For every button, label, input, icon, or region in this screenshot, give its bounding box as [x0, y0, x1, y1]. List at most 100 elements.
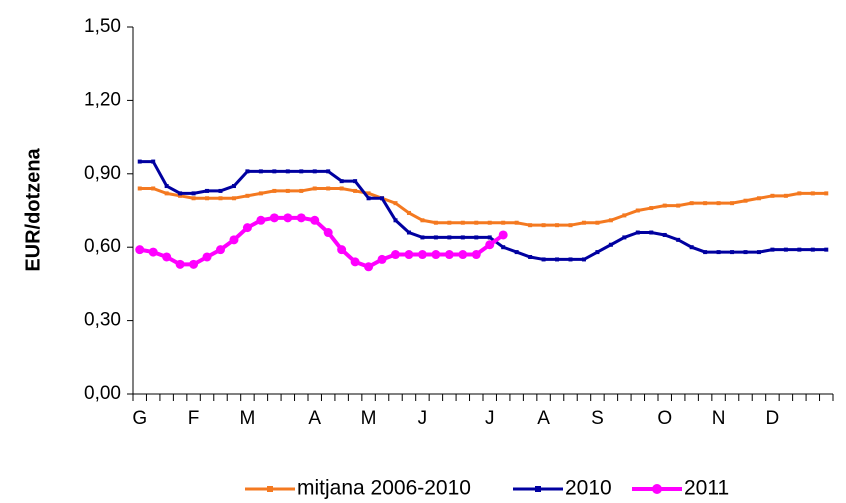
marker [541, 223, 546, 228]
marker [366, 191, 371, 196]
marker [622, 213, 627, 218]
y-tick-label: 0,30 [84, 310, 121, 331]
marker [676, 203, 681, 208]
marker [205, 188, 210, 193]
marker [649, 230, 654, 235]
marker [312, 169, 317, 174]
marker [514, 220, 519, 225]
marker [622, 235, 627, 240]
series-line [139, 160, 827, 261]
marker [272, 188, 277, 193]
marker [783, 247, 788, 252]
marker [339, 186, 344, 191]
x-tick-label: J [485, 408, 495, 429]
marker [433, 235, 438, 240]
marker [202, 252, 212, 262]
marker [404, 250, 414, 260]
x-tick-label: O [657, 408, 672, 429]
marker [458, 250, 468, 260]
marker [231, 184, 236, 189]
marker [323, 228, 333, 238]
marker [229, 235, 239, 245]
legend-marker [652, 484, 662, 494]
marker [487, 220, 492, 225]
x-tick-label: N [712, 408, 726, 429]
marker [568, 257, 573, 262]
x-tick-label: F [188, 408, 200, 429]
marker [501, 220, 506, 225]
marker [189, 259, 199, 269]
marker [337, 245, 347, 255]
marker [460, 235, 465, 240]
marker [269, 213, 279, 223]
marker [662, 203, 667, 208]
y-tick-label: 0,00 [84, 383, 121, 404]
marker [444, 250, 454, 260]
x-tick-label: M [240, 408, 256, 429]
marker [783, 193, 788, 198]
marker [581, 220, 586, 225]
marker [377, 254, 387, 264]
marker [431, 250, 441, 260]
marker [258, 169, 263, 174]
marker [310, 215, 320, 225]
y-tick-label: 0,60 [84, 236, 121, 257]
marker [608, 218, 613, 223]
y-tick-label: 0,90 [84, 163, 121, 184]
x-tick-label: S [591, 408, 604, 429]
legend-label: mitjana 2006-2010 [297, 477, 471, 500]
marker [649, 206, 654, 211]
marker [151, 159, 156, 164]
marker [218, 196, 223, 201]
marker [595, 220, 600, 225]
marker [406, 210, 411, 215]
marker [676, 237, 681, 242]
marker [164, 191, 169, 196]
marker [474, 220, 479, 225]
marker [417, 250, 427, 260]
legend-label: 2010 [565, 477, 612, 500]
marker [635, 230, 640, 235]
marker [581, 257, 586, 262]
marker [730, 201, 735, 206]
marker [151, 186, 156, 191]
marker [162, 252, 172, 262]
legend-label: 2011 [684, 477, 729, 500]
marker [635, 208, 640, 213]
marker [164, 184, 169, 189]
marker [283, 213, 293, 223]
marker [797, 191, 802, 196]
marker [135, 245, 145, 255]
marker [420, 235, 425, 240]
marker [555, 223, 560, 228]
marker [498, 230, 508, 240]
marker [420, 218, 425, 223]
marker [380, 196, 385, 201]
marker [285, 188, 290, 193]
marker [178, 191, 183, 196]
marker [175, 259, 185, 269]
marker [703, 250, 708, 255]
marker [216, 245, 225, 255]
marker [218, 188, 223, 193]
marker [485, 240, 495, 250]
x-tick-label: D [766, 408, 780, 429]
marker [703, 201, 708, 206]
marker [716, 250, 721, 255]
marker [730, 250, 735, 255]
marker [743, 250, 748, 255]
marker [406, 230, 411, 235]
marker [447, 220, 452, 225]
marker [514, 250, 519, 255]
marker [205, 196, 210, 201]
x-tick-label: A [537, 408, 550, 429]
series-line [139, 215, 505, 269]
marker [528, 254, 533, 259]
marker [568, 223, 573, 228]
marker [770, 193, 775, 198]
marker [689, 201, 694, 206]
marker [555, 257, 560, 262]
marker [447, 235, 452, 240]
marker [339, 179, 344, 184]
